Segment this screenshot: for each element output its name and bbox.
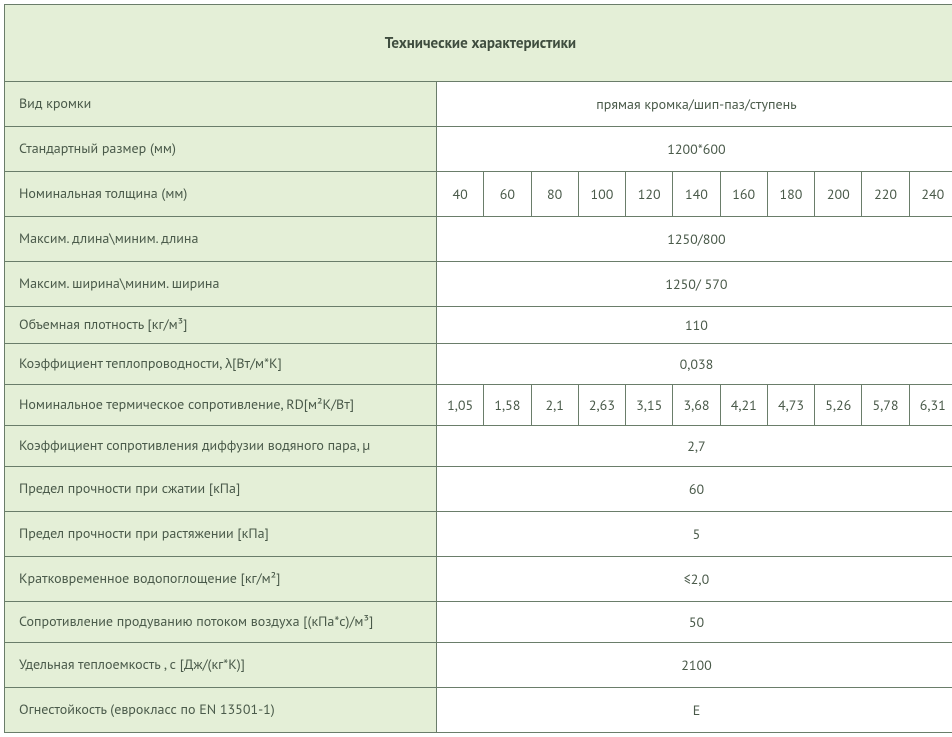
row-subvalue: 1,05 (437, 385, 484, 426)
row-subvalue: 4,21 (720, 385, 767, 426)
row-subvalue: 60 (484, 172, 531, 217)
row-subvalue: 4,73 (767, 385, 814, 426)
table-row: Максим. длина\миним. длина1250/800 (5, 217, 952, 262)
table-row: Огнестойкость (еврокласс по EN 13501-1)E (5, 688, 952, 733)
row-label: Предел прочности при растяжении [кПа] (5, 512, 437, 557)
row-value: 2100 (437, 643, 952, 688)
row-value: 50 (437, 602, 952, 643)
row-value: 1250/800 (437, 217, 952, 262)
row-label: Номинальное термическое сопротивление, R… (5, 385, 437, 426)
row-subvalue: 5,26 (815, 385, 862, 426)
row-value: 2,7 (437, 426, 952, 467)
row-subvalue: 140 (673, 172, 720, 217)
row-subvalue: 2,63 (578, 385, 625, 426)
table-row: Кратковременное водопоглощение [кг/м²]≤2… (5, 557, 952, 602)
table-row: Коэффициент сопротивления диффузии водян… (5, 426, 952, 467)
row-label: Сопротивление продуванию потоком воздуха… (5, 602, 437, 643)
row-label: Стандартный размер (мм) (5, 127, 437, 172)
table-row: Предел прочности при сжатии [кПа]60 (5, 467, 952, 512)
row-value: 0,038 (437, 344, 952, 385)
row-subvalue: 2,1 (531, 385, 578, 426)
row-label: Объемная плотность [кг/м³] (5, 307, 437, 344)
row-label: Максим. длина\миним. длина (5, 217, 437, 262)
table-row: Удельная теплоемкость , с [Дж/(кг*К)]210… (5, 643, 952, 688)
table-title: Технические характеристики (5, 5, 952, 82)
row-subvalue: 220 (862, 172, 909, 217)
row-value: ≤2,0 (437, 557, 952, 602)
table-row: Вид кромкипрямая кромка/шип-паз/ступень (5, 82, 952, 127)
table-row: Сопротивление продуванию потоком воздуха… (5, 602, 952, 643)
row-subvalue: 3,15 (626, 385, 673, 426)
row-subvalue: 240 (909, 172, 952, 217)
row-subvalue: 6,31 (909, 385, 952, 426)
row-value: E (437, 688, 952, 733)
table-row: Коэффициент теплопроводности, λ[Вт/м*К]0… (5, 344, 952, 385)
table-row: Объемная плотность [кг/м³]110 (5, 307, 952, 344)
table-row: Стандартный размер (мм)1200*600 (5, 127, 952, 172)
row-subvalue: 160 (720, 172, 767, 217)
table-row: Предел прочности при растяжении [кПа]5 (5, 512, 952, 557)
row-value: 110 (437, 307, 952, 344)
row-label: Коэффициент сопротивления диффузии водян… (5, 426, 437, 467)
row-subvalue: 1,58 (484, 385, 531, 426)
row-label: Номинальная толщина (мм) (5, 172, 437, 217)
row-label: Максим. ширина\миним. ширина (5, 262, 437, 307)
spec-table: Технические характеристикиВид кромкипрям… (4, 4, 952, 733)
row-value: прямая кромка/шип-паз/ступень (437, 82, 952, 127)
row-subvalue: 80 (531, 172, 578, 217)
table-row: Номинальная толщина (мм)4060801001201401… (5, 172, 952, 217)
row-value: 60 (437, 467, 952, 512)
table-row: Максим. ширина\миним. ширина1250/ 570 (5, 262, 952, 307)
row-label: Вид кромки (5, 82, 437, 127)
row-subvalue: 180 (767, 172, 814, 217)
row-label: Удельная теплоемкость , с [Дж/(кг*К)] (5, 643, 437, 688)
row-value: 1200*600 (437, 127, 952, 172)
row-subvalue: 100 (578, 172, 625, 217)
row-label: Коэффициент теплопроводности, λ[Вт/м*К] (5, 344, 437, 385)
row-subvalue: 120 (626, 172, 673, 217)
row-subvalue: 5,78 (862, 385, 909, 426)
row-subvalue: 40 (437, 172, 484, 217)
row-value: 5 (437, 512, 952, 557)
row-label: Огнестойкость (еврокласс по EN 13501-1) (5, 688, 437, 733)
table-row: Номинальное термическое сопротивление, R… (5, 385, 952, 426)
row-value: 1250/ 570 (437, 262, 952, 307)
row-subvalue: 3,68 (673, 385, 720, 426)
row-label: Предел прочности при сжатии [кПа] (5, 467, 437, 512)
row-label: Кратковременное водопоглощение [кг/м²] (5, 557, 437, 602)
row-subvalue: 200 (815, 172, 862, 217)
